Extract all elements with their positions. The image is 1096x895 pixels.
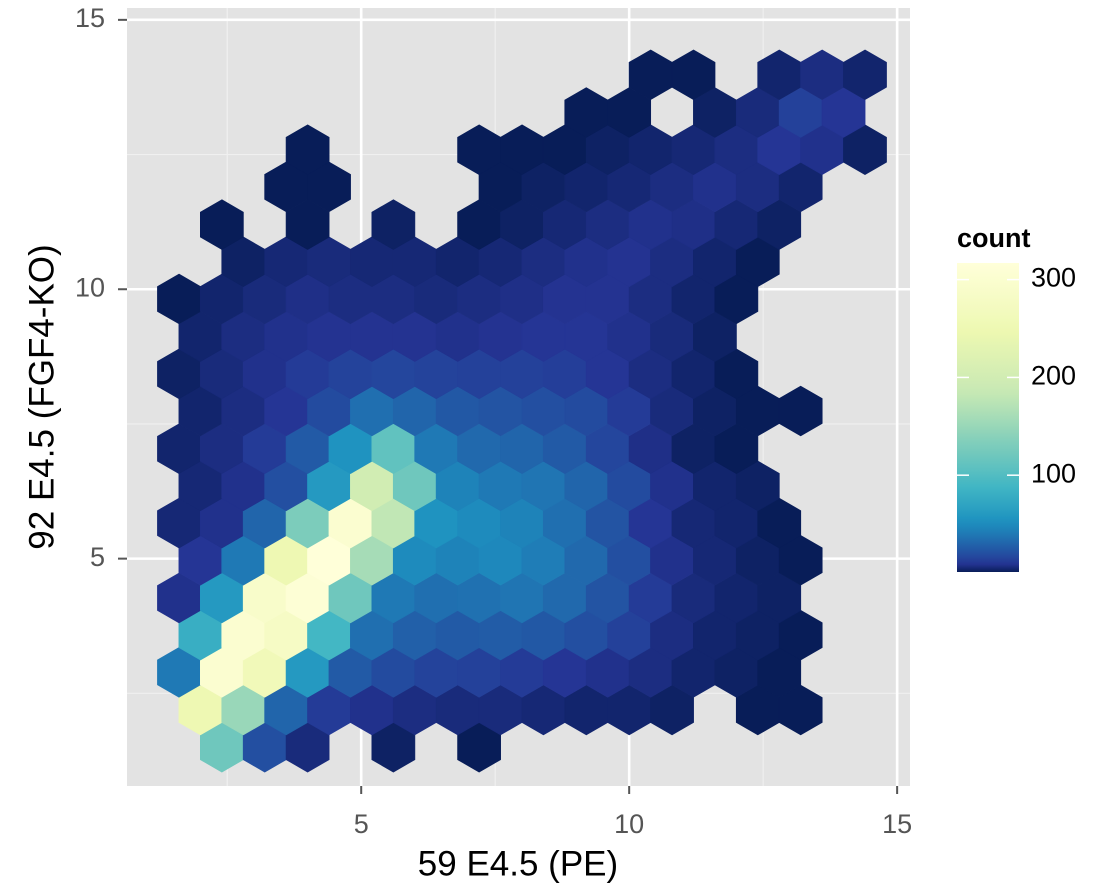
x-tick-label: 15 <box>882 809 912 839</box>
y-tick-label: 10 <box>75 272 105 302</box>
hex-bin <box>693 311 737 362</box>
hex-bin <box>607 87 652 138</box>
y-axis-title: 92 E4.5 (FGF4-KO) <box>22 244 61 549</box>
hex-bin <box>778 385 823 437</box>
axes: 5 10 15 5 10 15 <box>75 3 912 839</box>
hex-bin <box>200 199 244 250</box>
hex-bin <box>757 199 802 250</box>
legend: count 100 200 300 <box>957 223 1076 572</box>
colorbar-label: 200 <box>1031 361 1076 391</box>
x-tick-label: 5 <box>354 809 369 839</box>
hex-bin <box>671 49 716 101</box>
colorbar-label: 100 <box>1031 458 1076 488</box>
hex-bin <box>714 423 759 474</box>
hex-bin <box>778 684 823 736</box>
y-tick-label: 5 <box>90 542 105 572</box>
colorbar <box>957 263 1019 572</box>
hex-bin <box>285 199 330 250</box>
colorbar-label: 300 <box>1031 263 1076 293</box>
x-tick-label: 10 <box>614 809 644 839</box>
hex-bin <box>285 124 330 175</box>
hex-bin <box>821 87 866 138</box>
hex-bin <box>843 49 887 101</box>
x-axis-title: 59 E4.5 (PE) <box>418 844 618 883</box>
hex-bin <box>757 572 802 624</box>
legend-title: count <box>957 223 1031 253</box>
hex-bin <box>650 684 694 736</box>
hex-layer <box>157 49 887 773</box>
y-tick-label: 15 <box>75 3 105 33</box>
hex-bin <box>371 199 416 250</box>
